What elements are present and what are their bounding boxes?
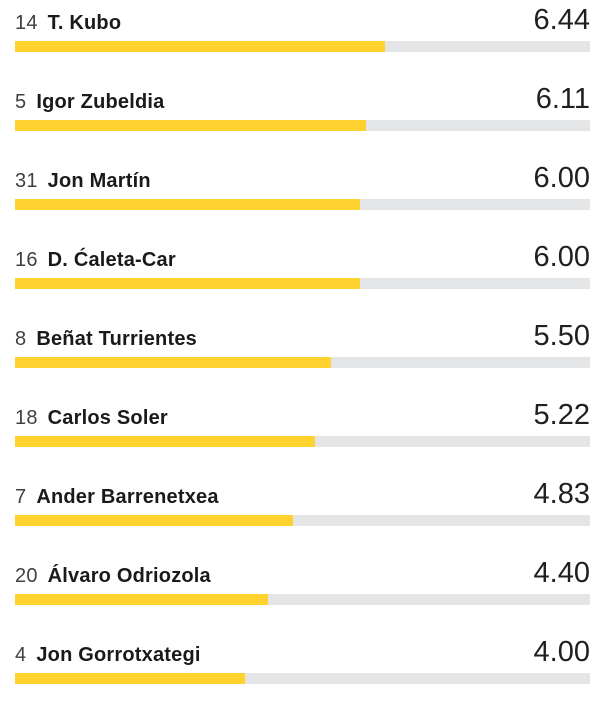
rating-bar-fill	[15, 41, 386, 52]
shirt-number: 4	[15, 644, 27, 666]
player-row: 8 Beñat Turrientes 5.50	[0, 316, 613, 395]
player-rating-value: 6.11	[535, 83, 590, 115]
rating-bar-track	[15, 199, 590, 210]
rating-bar-fill	[15, 357, 332, 368]
player-rating-value: 4.83	[533, 478, 590, 510]
player-row: 14 T. Kubo 6.44	[0, 0, 613, 79]
player-row: 16 D. Ćaleta-Car 6.00	[0, 237, 613, 316]
rating-bar-fill	[15, 278, 360, 289]
player-name: Ander Barrenetxea	[36, 486, 219, 508]
rating-bar-track	[15, 357, 590, 368]
player-row-header: 31 Jon Martín 6.00	[15, 162, 590, 194]
player-row-header: 18 Carlos Soler 5.22	[15, 399, 590, 431]
shirt-number: 20	[15, 565, 38, 587]
player-row-header: 8 Beñat Turrientes 5.50	[15, 320, 590, 352]
rating-bar-track	[15, 41, 590, 52]
shirt-number: 16	[15, 249, 38, 271]
player-rating-value: 6.44	[533, 4, 590, 36]
rating-bar-track	[15, 515, 590, 526]
player-name: D. Ćaleta-Car	[47, 249, 176, 271]
rating-bar-fill	[15, 515, 293, 526]
rating-bar-fill	[15, 673, 245, 684]
player-rating-value: 4.40	[533, 557, 590, 589]
player-row-header: 16 D. Ćaleta-Car 6.00	[15, 241, 590, 273]
player-name: Jon Martín	[47, 170, 151, 192]
rating-bar-track	[15, 278, 590, 289]
player-rating-value: 6.00	[533, 241, 590, 273]
player-name: Carlos Soler	[47, 407, 168, 429]
player-name: T. Kubo	[47, 12, 122, 34]
rating-bar-track	[15, 594, 590, 605]
player-name: Igor Zubeldia	[36, 91, 165, 113]
rating-bar-track	[15, 436, 590, 447]
player-row: 31 Jon Martín 6.00	[0, 158, 613, 237]
shirt-number: 7	[15, 486, 27, 508]
rating-bar-fill	[15, 199, 360, 210]
player-row-header: 14 T. Kubo 6.44	[15, 4, 590, 36]
shirt-number: 8	[15, 328, 27, 350]
player-row-header: 7 Ander Barrenetxea 4.83	[15, 478, 590, 510]
player-row: 4 Jon Gorrotxategi 4.00	[0, 632, 613, 711]
rating-bar-fill	[15, 120, 367, 131]
rating-bar-track	[15, 120, 590, 131]
player-rating-value: 6.00	[533, 162, 590, 194]
shirt-number: 5	[15, 91, 27, 113]
player-row: 20 Álvaro Odriozola 4.40	[0, 553, 613, 632]
player-rating-value: 4.00	[533, 636, 590, 668]
player-row-header: 4 Jon Gorrotxategi 4.00	[15, 636, 590, 668]
player-name: Jon Gorrotxategi	[36, 644, 201, 666]
shirt-number: 18	[15, 407, 38, 429]
rating-bar-fill	[15, 436, 316, 447]
player-row: 7 Ander Barrenetxea 4.83	[0, 474, 613, 553]
player-row-header: 20 Álvaro Odriozola 4.40	[15, 557, 590, 589]
player-name: Beñat Turrientes	[36, 328, 197, 350]
player-row-header: 5 Igor Zubeldia 6.11	[15, 83, 590, 115]
rating-bar-track	[15, 673, 590, 684]
player-row: 5 Igor Zubeldia 6.11	[0, 79, 613, 158]
shirt-number: 14	[15, 12, 38, 34]
player-rating-value: 5.22	[533, 399, 590, 431]
rating-bar-fill	[15, 594, 268, 605]
player-rating-value: 5.50	[533, 320, 590, 352]
player-row: 18 Carlos Soler 5.22	[0, 395, 613, 474]
player-name: Álvaro Odriozola	[47, 565, 211, 587]
shirt-number: 31	[15, 170, 38, 192]
